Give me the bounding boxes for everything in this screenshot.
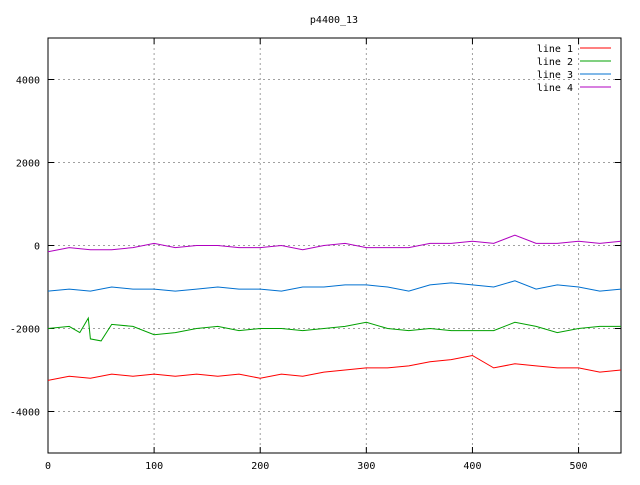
y-tick-label-0: -4000 [10, 408, 40, 419]
legend-label-1: line 1 [537, 44, 573, 55]
y-tick-label-3: 2000 [16, 159, 40, 170]
legend-label-2: line 2 [537, 57, 573, 68]
series-line-2 [47, 316, 621, 342]
series-line-4 [47, 234, 622, 253]
legend-label-3: line 3 [537, 70, 573, 81]
ticks-layer: 0 100 200 300 400 500 -4000 -2000 0 2000 4000 [10, 38, 621, 472]
x-tick-label-2: 200 [251, 461, 269, 472]
series-line-1 [47, 354, 622, 381]
x-tick-label-4: 400 [463, 461, 481, 472]
x-tick-label-0: 0 [45, 461, 51, 472]
x-tick-label-5: 500 [570, 461, 588, 472]
series-line-3 [47, 280, 622, 292]
series-layer [47, 234, 622, 381]
grid-layer [48, 38, 621, 453]
chart-title: p4400_13 [310, 15, 358, 26]
legend-label-4: line 4 [537, 83, 573, 94]
y-tick-label-1: -2000 [10, 325, 40, 336]
y-tick-label-4: 4000 [16, 76, 40, 87]
y-tick-label-2: 0 [34, 242, 40, 253]
x-tick-label-1: 100 [145, 461, 163, 472]
legend: line 1 line 2 line 3 line 4 [537, 44, 611, 94]
x-tick-label-3: 300 [357, 461, 375, 472]
